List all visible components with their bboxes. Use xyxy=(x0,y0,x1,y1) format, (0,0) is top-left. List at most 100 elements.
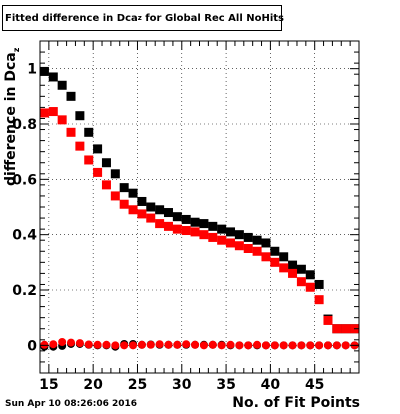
data-point-square xyxy=(128,205,138,215)
data-point-circle xyxy=(129,341,138,350)
data-point-square xyxy=(75,141,85,151)
data-point-square xyxy=(296,264,306,274)
plot-frame xyxy=(39,40,360,374)
data-point-square xyxy=(101,158,111,168)
data-point-circle xyxy=(137,340,146,349)
plot-title-suffix: for Global Rec All NoHits xyxy=(141,12,285,24)
data-point-square xyxy=(296,277,306,287)
data-point-square xyxy=(66,91,76,101)
data-point-square xyxy=(288,260,298,270)
data-point-square xyxy=(48,72,58,82)
data-point-square xyxy=(39,66,49,76)
data-point-square xyxy=(57,80,67,90)
data-point-square xyxy=(163,208,173,218)
y-axis-label-subscript: z xyxy=(11,47,21,53)
data-point-square xyxy=(110,191,120,201)
data-point-square xyxy=(172,212,182,222)
y-tick-label: 0.4 xyxy=(12,228,37,244)
data-point-square xyxy=(199,230,209,240)
data-point-circle xyxy=(244,341,253,350)
data-point-square xyxy=(93,167,103,177)
data-point-circle xyxy=(102,340,111,349)
data-point-circle xyxy=(75,339,84,348)
y-tick-label: 0 xyxy=(27,338,37,354)
data-point-square xyxy=(101,180,111,190)
y-axis-label: difference in Dcaz xyxy=(3,48,21,186)
data-point-square xyxy=(84,155,94,165)
data-point-circle xyxy=(270,341,279,350)
data-point-circle xyxy=(40,340,49,349)
x-tick-label: 30 xyxy=(172,377,192,393)
data-point-square xyxy=(332,324,342,334)
data-point-square xyxy=(66,127,76,137)
data-point-square xyxy=(110,169,120,179)
axis-ticks xyxy=(39,40,360,374)
x-tick-label: 25 xyxy=(128,377,147,393)
data-point-square xyxy=(217,224,227,234)
data-point-square xyxy=(146,202,156,212)
data-point-square xyxy=(217,235,227,245)
data-points xyxy=(39,66,360,351)
data-point-circle xyxy=(288,341,297,350)
data-point-square xyxy=(84,127,94,137)
y-tick-label: 1 xyxy=(27,62,37,78)
data-point-circle xyxy=(279,341,288,350)
data-point-circle xyxy=(84,340,93,349)
y-tick-label: 0.6 xyxy=(12,172,37,188)
data-point-circle xyxy=(93,340,102,349)
data-point-circle xyxy=(332,341,341,350)
plot-title: Fitted difference in Dca z for Global Rec… xyxy=(2,5,285,31)
data-point-square xyxy=(261,252,271,262)
data-point-square xyxy=(208,221,218,231)
data-point-square xyxy=(146,213,156,223)
data-point-circle xyxy=(58,338,67,347)
data-point-square xyxy=(270,257,280,267)
y-tick-label: 0.8 xyxy=(12,117,37,133)
data-point-circle xyxy=(253,340,262,349)
data-point-circle xyxy=(341,341,350,350)
data-point-circle xyxy=(208,340,217,349)
x-tick-label: 45 xyxy=(305,377,324,393)
data-point-square xyxy=(252,246,262,256)
data-point-circle xyxy=(173,340,182,349)
data-point-square xyxy=(39,108,49,118)
data-point-circle xyxy=(217,341,226,350)
data-point-circle xyxy=(111,341,120,350)
data-point-square xyxy=(314,295,324,305)
data-point-square xyxy=(75,111,85,121)
x-axis-label: No. of Fit Points xyxy=(232,395,360,411)
data-point-square xyxy=(57,115,67,125)
data-point-circle xyxy=(49,340,58,349)
plot-title-prefix: Fitted difference in Dca xyxy=(5,12,138,24)
data-point-circle xyxy=(120,341,129,350)
data-point-circle xyxy=(164,340,173,349)
data-point-square xyxy=(341,324,351,334)
x-tick-label: 35 xyxy=(216,377,235,393)
data-point-square xyxy=(172,224,182,234)
data-point-square xyxy=(305,270,315,280)
data-point-circle xyxy=(297,341,306,350)
data-point-square xyxy=(314,279,324,289)
data-point-circle xyxy=(315,341,324,350)
data-point-square xyxy=(93,144,103,154)
data-point-square xyxy=(243,244,253,253)
data-point-circle xyxy=(191,340,200,349)
data-point-square xyxy=(163,221,173,231)
data-point-circle xyxy=(226,340,235,349)
data-point-square xyxy=(252,235,262,245)
data-point-square xyxy=(137,196,147,206)
data-point-square xyxy=(234,241,244,251)
y-axis-label-text: difference in Dca xyxy=(3,52,19,186)
data-point-circle xyxy=(235,341,244,350)
data-point-square xyxy=(288,268,298,278)
data-point-square xyxy=(226,227,236,237)
data-point-circle xyxy=(146,340,155,349)
data-point-square xyxy=(234,230,244,240)
data-point-square xyxy=(48,107,58,117)
x-tick-label: 15 xyxy=(39,377,58,393)
data-point-square xyxy=(305,282,315,292)
data-point-square xyxy=(181,226,191,236)
x-tick-label: 20 xyxy=(83,377,103,393)
grid-lines xyxy=(40,41,359,373)
